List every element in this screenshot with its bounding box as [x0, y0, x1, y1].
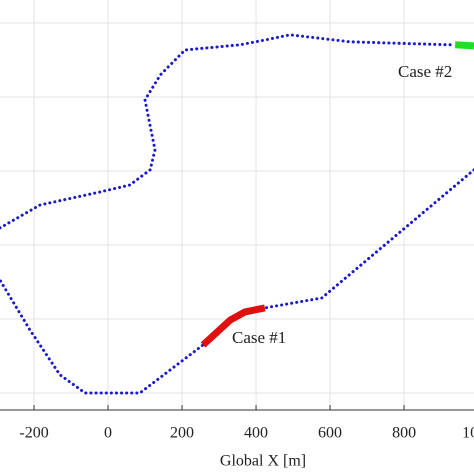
x-tick-label: -200	[19, 425, 48, 442]
x-tick-label: 400	[244, 425, 268, 442]
x-tick-label: 200	[170, 425, 194, 442]
x-tick-label: 0	[104, 425, 112, 442]
annotation: Case #1	[232, 328, 286, 347]
x-tick-label: 800	[392, 425, 416, 442]
annotation: Case #2	[398, 62, 452, 81]
track-line	[454, 41, 474, 50]
track-line	[200, 304, 266, 348]
x-axis-label: Global X [m]	[220, 453, 306, 470]
x-tick-label: 600	[318, 425, 342, 442]
x-tick-label: 1000	[462, 425, 474, 442]
